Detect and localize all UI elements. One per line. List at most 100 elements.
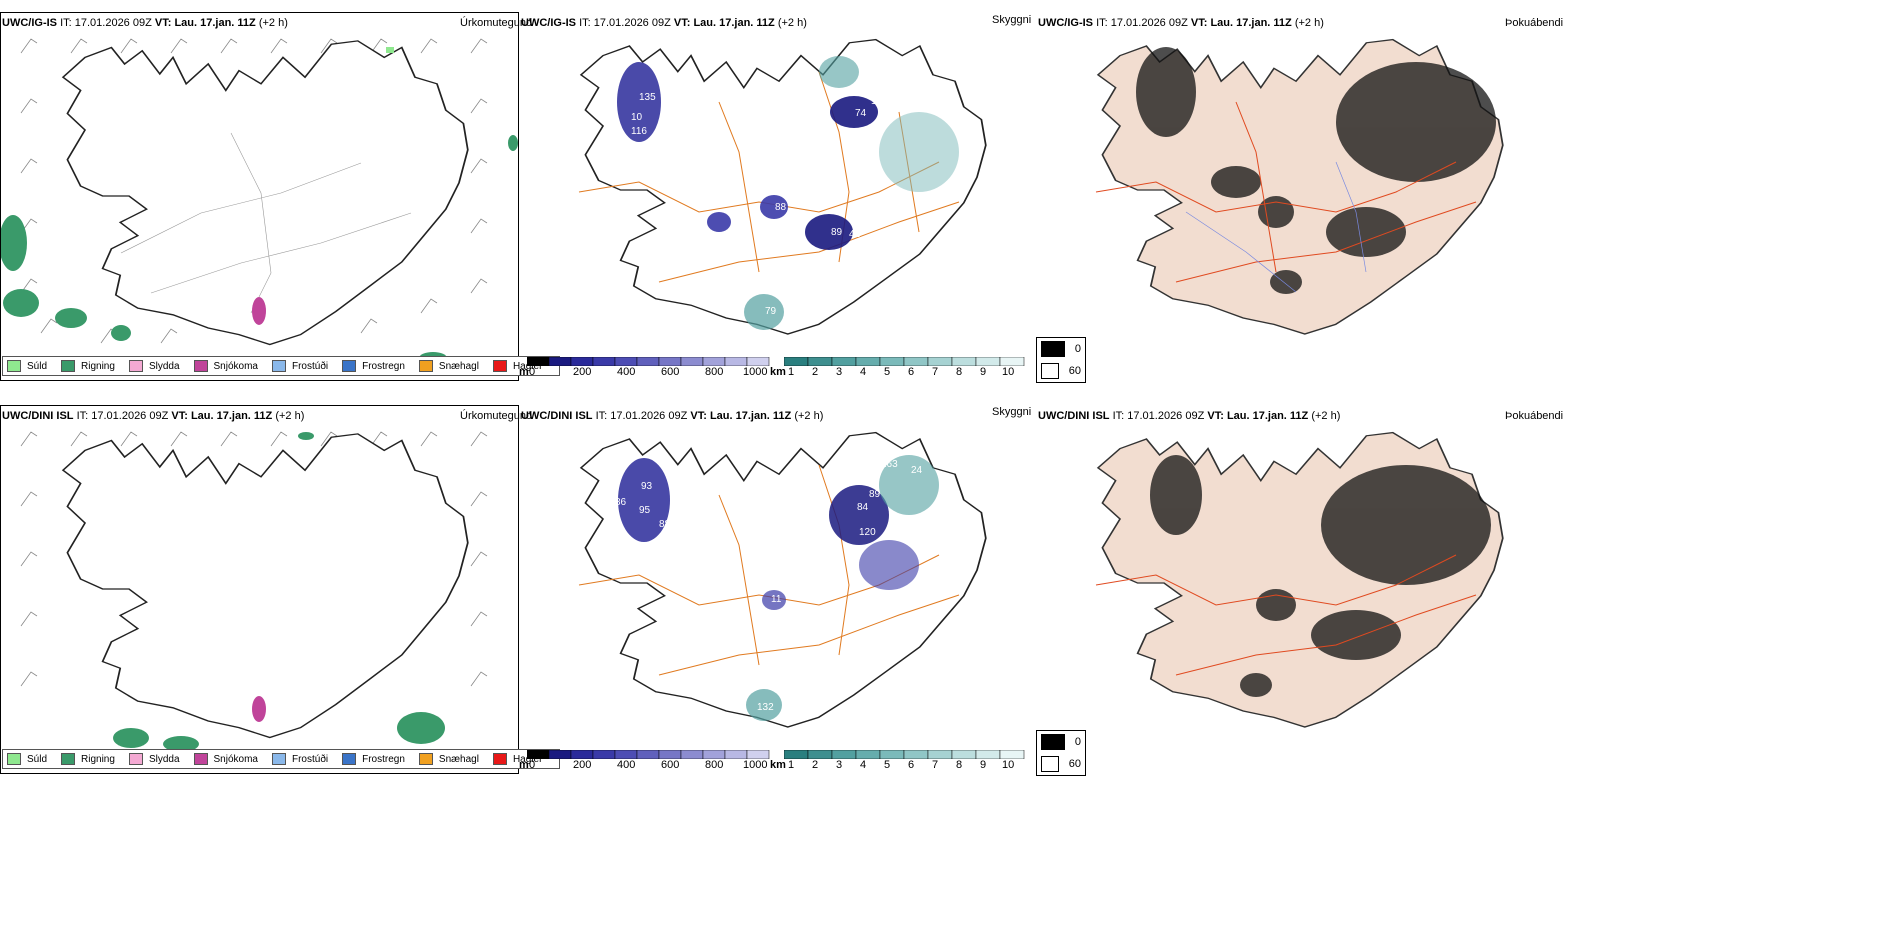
header-row2-precip: UWC/DINI ISL IT: 17.01.2026 09Z VT: Lau.… [2, 410, 305, 422]
visibility-colorbar-row1: km 1 2 3 4 5 6 7 8 9 10 [770, 357, 1035, 379]
vis-tick: 5 [884, 366, 891, 378]
header-row1-fog: UWC/IG-IS IT: 17.01.2026 09Z VT: Lau. 17… [1038, 17, 1324, 29]
lead-time: (+2 h) [258, 17, 288, 29]
panel-title-fog-row1: Þokuábendi [1505, 17, 1564, 29]
panel-title-visibility-row2: Skyggni [992, 406, 1032, 418]
elev-tick: 800 [705, 366, 724, 378]
elev-label: 11 [871, 96, 882, 107]
legend-swatch [7, 360, 21, 372]
legend-item: Slydda [128, 360, 180, 372]
vis-tick: 8 [956, 366, 963, 378]
elevation-colorbar-row2: m 0 200 400 600 800 1000 [519, 750, 770, 772]
legend-swatch [128, 360, 143, 372]
precip-legend-row2: Súld Rigning Slydda Snjókoma Frostúði Fr… [2, 749, 561, 769]
visibility-map-row1: 135 116 10 74 11 19 88 89 42 79 [519, 12, 1034, 357]
rain-areas [1, 135, 518, 364]
it-label: IT: [60, 17, 72, 29]
vis-tick: 9 [980, 366, 987, 378]
elev-label: 11 [771, 594, 782, 605]
vis-tick: 6 [908, 366, 915, 378]
elev-label: 42 [849, 229, 861, 240]
header-row1-visibility: UWC/IG-IS IT: 17.01.2026 09Z VT: Lau. 17… [521, 17, 807, 29]
vis-tick: 7 [932, 366, 939, 378]
it-value: 17.01.2026 09Z [74, 17, 152, 29]
elev-label: 163 [881, 459, 898, 470]
fog-panel-row2 [1036, 405, 1554, 750]
elev-bar-svg [527, 357, 770, 366]
elev-tick: 0 [529, 366, 536, 378]
elev-label: 132 [757, 702, 774, 713]
precip-map-row2 [1, 406, 518, 773]
elev-label: 88 [659, 519, 671, 530]
elev-label: 74 [855, 108, 867, 119]
legend-swatch [271, 360, 286, 372]
visibility-map-row2: 93 86 95 88 89 84 120 163 24 11 132 [519, 405, 1034, 750]
legend-item: Snæhagl [418, 360, 479, 372]
legend-swatch [418, 360, 433, 372]
elev-label: 93 [641, 481, 653, 492]
vis-tick: 4 [860, 366, 867, 378]
elev-tick: 400 [617, 366, 636, 378]
legend-item: Rigning [61, 360, 115, 372]
precip-legend-row1: Súld Rigning Slydda Snjókoma Frostúði Fr… [2, 356, 561, 376]
fog-panel-row1 [1036, 12, 1554, 357]
elev-label: 86 [615, 497, 627, 508]
elev-tick: 600 [661, 366, 680, 378]
legend-item: Haglél [492, 360, 541, 372]
elev-label: 88 [775, 202, 787, 213]
fog-swatch [1041, 341, 1065, 357]
elev-label: 95 [639, 505, 651, 516]
fog-legend-row2: 0 60 [1036, 730, 1086, 776]
elev-label: 120 [859, 527, 876, 538]
snow-area [252, 297, 266, 325]
wind-barbs [20, 431, 488, 687]
road-network [1095, 101, 1477, 283]
elevation-colorbar-row1: m 0 200 400 600 800 1000 [519, 357, 770, 379]
legend-swatch [342, 360, 357, 372]
precip-panel-row2 [0, 405, 519, 774]
precip-panel-row1 [0, 12, 519, 381]
legend-swatch [492, 360, 507, 372]
elev-labels-row2: 93 86 95 88 89 84 120 163 24 11 132 [615, 459, 923, 713]
visibility-areas [617, 56, 959, 330]
fog-legend-item: 0 [1037, 338, 1085, 360]
vis-unit: km [770, 366, 786, 378]
visibility-panel-row1: 135 116 10 74 11 19 88 89 42 79 [519, 12, 1034, 357]
elev-label: 89 [831, 227, 843, 238]
panel-title-precip-row1: Úrkomutegund [460, 17, 533, 29]
legend-item: Súld [7, 360, 47, 372]
vis-tick: 1 [788, 366, 795, 378]
legend-swatch [193, 360, 208, 372]
fog-map-row1 [1036, 12, 1554, 357]
visibility-colorbar-row2: km 1 2 3 4 5 6 7 8 9 10 [770, 750, 1035, 772]
legend-item: Snjókoma [193, 360, 258, 372]
elev-label: 89 [869, 489, 881, 500]
elev-label: 19 [805, 167, 817, 178]
vis-bar-svg [784, 357, 1025, 366]
header-row2-visibility: UWC/DINI ISL IT: 17.01.2026 09Z VT: Lau.… [521, 410, 824, 422]
panel-title-precip-row2: Úrkomutegund [460, 410, 533, 422]
header-row1-precip: UWC/IG-IS IT: 17.01.2026 09Z VT: Lau. 17… [2, 17, 288, 29]
vt-label: VT: [154, 17, 172, 29]
legend-item: Frostúði [271, 360, 328, 372]
fog-legend-row1: 0 60 [1036, 337, 1086, 383]
fog-swatch [1041, 363, 1059, 379]
elev-label: 84 [857, 502, 869, 513]
road-network [578, 71, 960, 283]
vt-value: Lau. 17.jan. 11Z [174, 17, 256, 29]
model-name: UWC/IG-IS [2, 17, 57, 29]
vis-tick: 2 [812, 366, 819, 378]
wind-barbs [20, 38, 488, 344]
elev-tick: 1000 [743, 366, 768, 378]
panel-title-fog-row2: Þokuábendi [1505, 410, 1564, 422]
visibility-panel-row2: 93 86 95 88 89 84 120 163 24 11 132 [519, 405, 1034, 750]
panel-title-visibility-row1: Skyggni [992, 14, 1032, 26]
elev-label: 135 [639, 92, 656, 103]
elev-labels-row1: 135 116 10 74 11 19 88 89 42 79 [631, 92, 882, 317]
vis-tick: 10 [1002, 366, 1015, 378]
elev-tick: 200 [573, 366, 592, 378]
fog-legend-item: 60 [1037, 360, 1085, 382]
precip-map-row1 [1, 13, 518, 380]
elev-unit: m [519, 366, 529, 378]
legend-swatch [61, 360, 76, 372]
